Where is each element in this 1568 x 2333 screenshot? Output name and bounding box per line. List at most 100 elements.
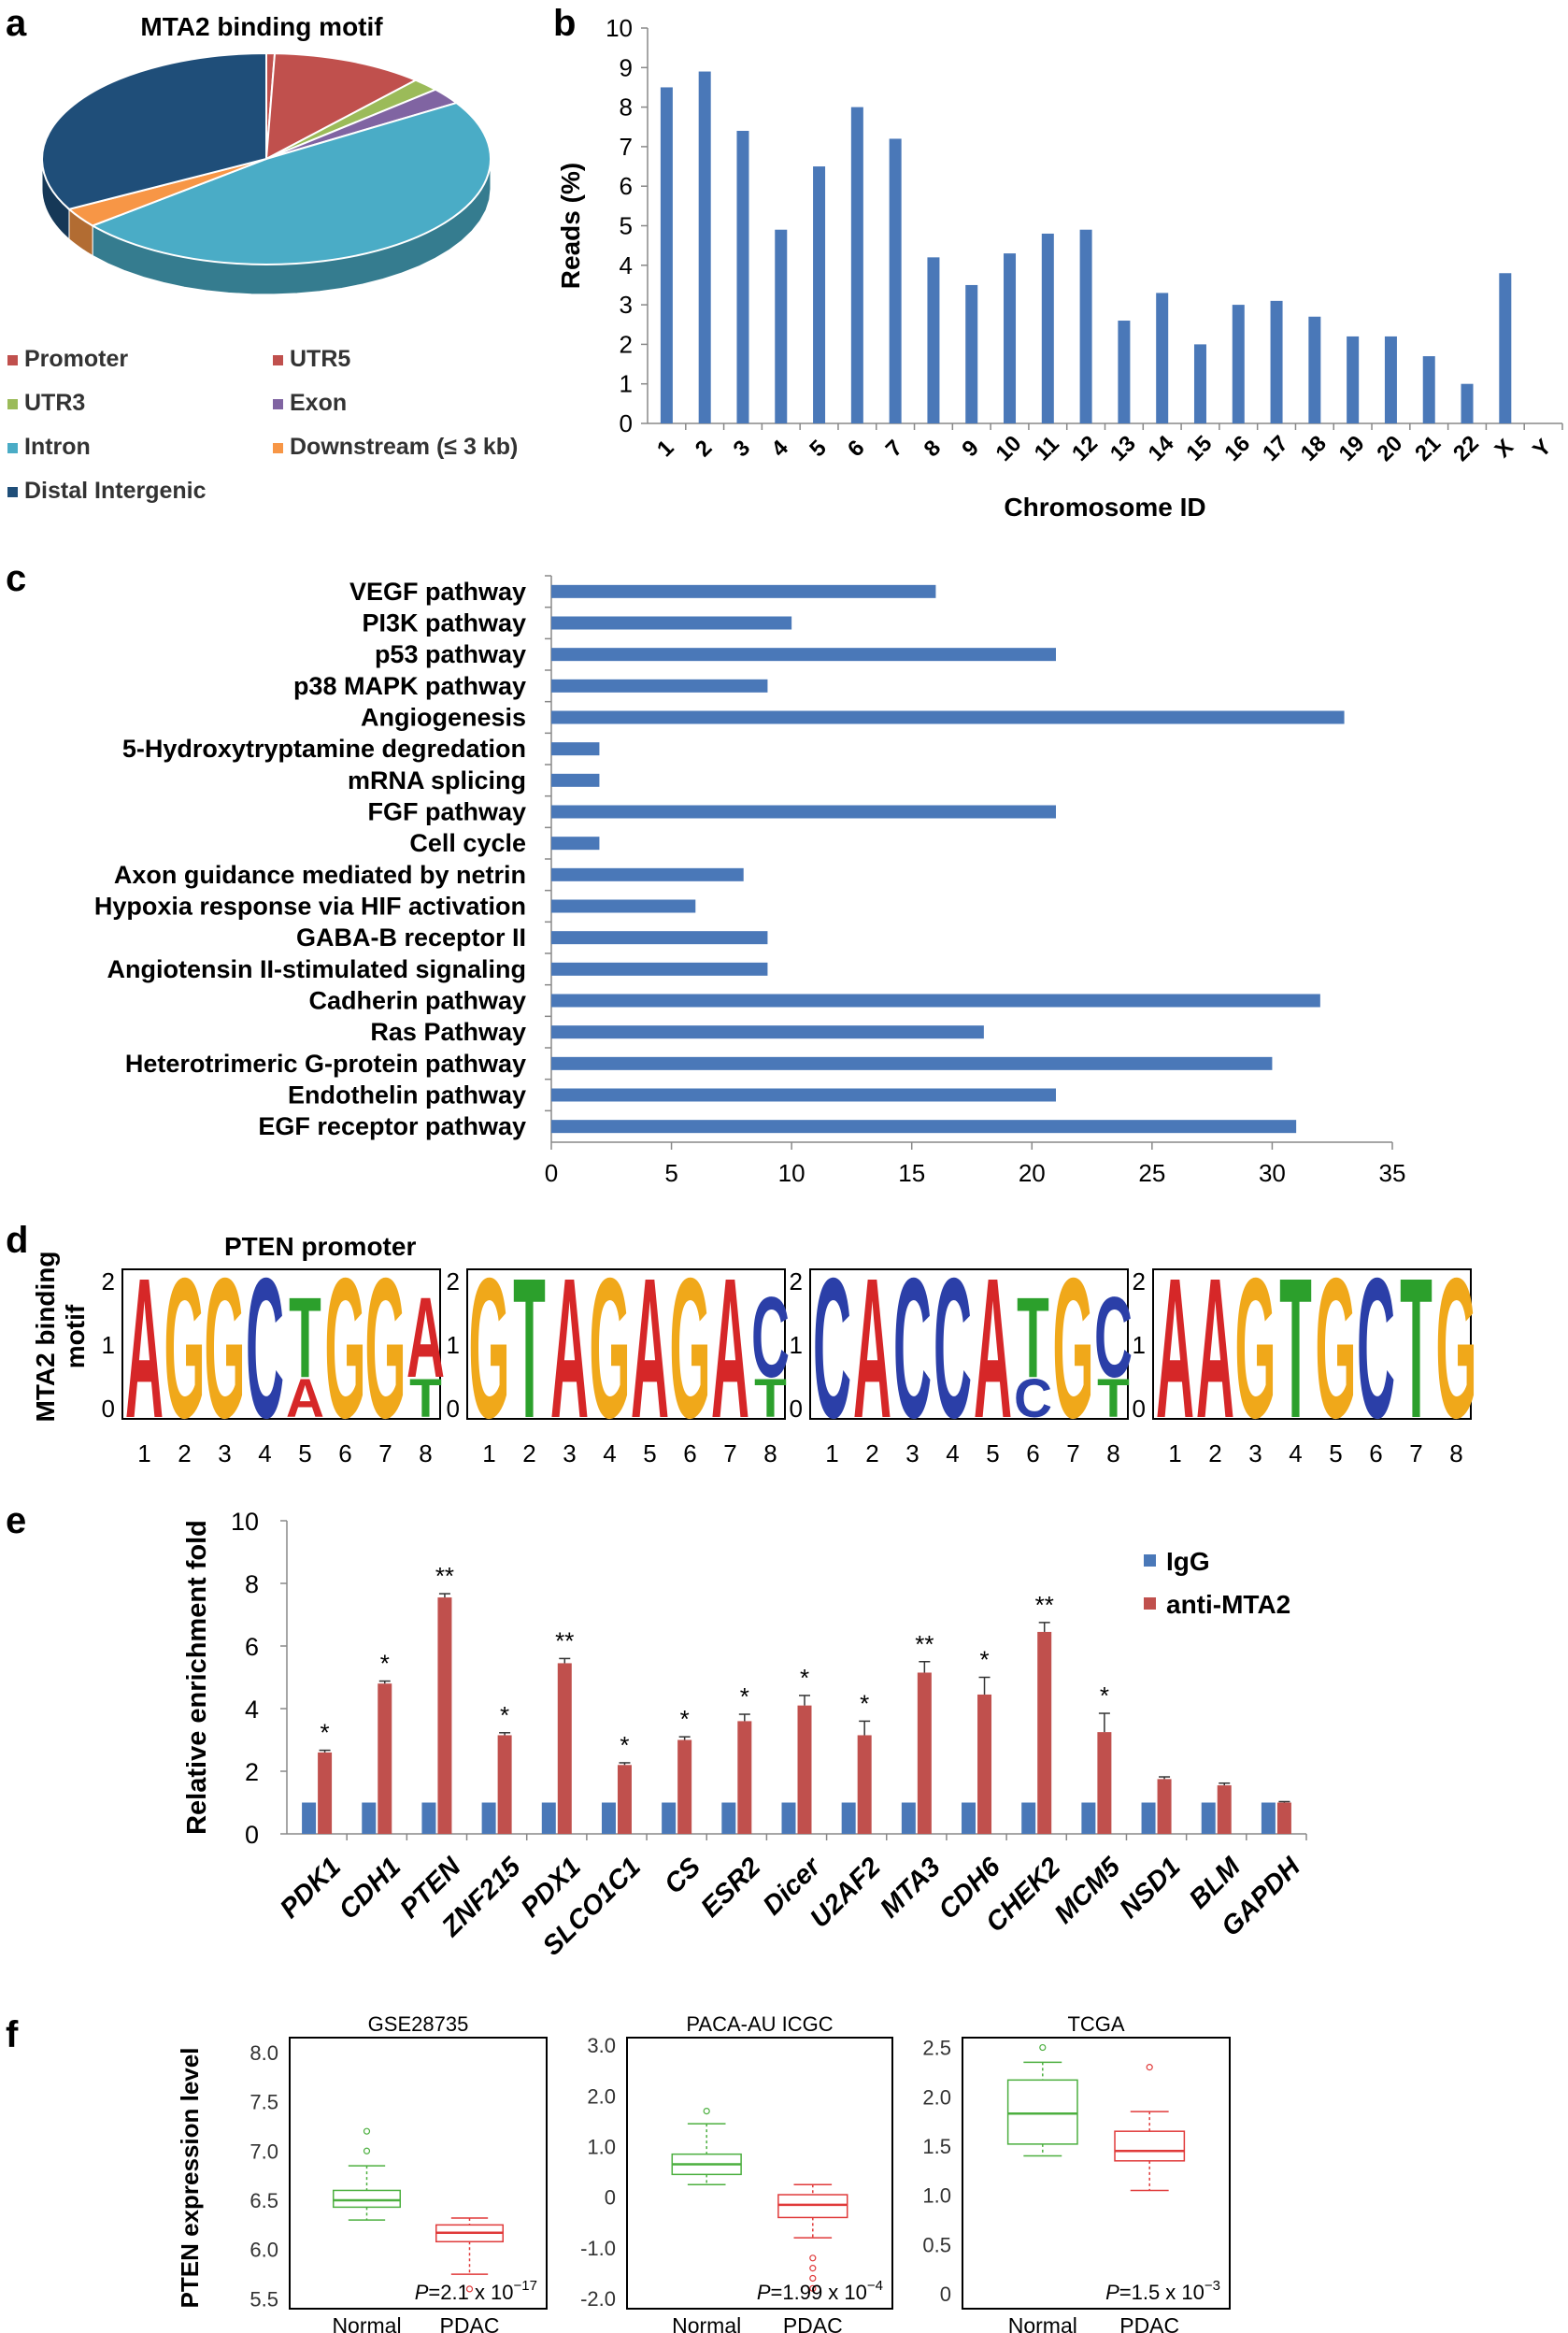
x-tick-label: 35: [1379, 1159, 1406, 1187]
bar-chr-1: [660, 87, 673, 423]
x-tick-label: 17: [1258, 431, 1293, 466]
gene-label: MCM5: [1048, 1852, 1127, 1930]
legend-label: Downstream (≤ 3 kb): [290, 434, 518, 460]
logo-ylabel-1: MTA2 binding: [31, 1252, 60, 1423]
y-tick-label: 6: [620, 172, 633, 200]
panel-label-c: c: [6, 558, 26, 599]
bar-angiotensin-ii-stimulated-signaling: [551, 962, 768, 976]
panel-label-a: a: [6, 3, 27, 44]
boxplot-ytick: 0.5: [922, 2233, 951, 2256]
category-label: Ras Pathway: [370, 1018, 526, 1046]
logo-ytick: 2: [102, 1267, 115, 1295]
bar-igg-ESR2: [721, 1802, 736, 1834]
outlier: [703, 2107, 710, 2115]
group-label: Normal: [332, 2313, 401, 2333]
bar-endothelin-pathway: [551, 1088, 1056, 1102]
pie-slice-distal-intergenic: [41, 51, 267, 210]
bar-anti-mta2-CDH6: [977, 1694, 992, 1834]
logo-position-label: 8: [763, 1439, 777, 1467]
bar-igg-SLCO1C1: [601, 1802, 616, 1834]
bar-chr-3: [736, 130, 749, 424]
logo-box-3: [809, 1268, 1129, 1420]
logo-position-label: 5: [298, 1439, 311, 1467]
boxplot-ytick: 1.0: [922, 2184, 951, 2208]
bar-igg-CDH1: [362, 1802, 377, 1834]
logo-letter-T: T: [1279, 1237, 1312, 1460]
logo-position-label: 3: [1248, 1439, 1262, 1467]
y-axis-title: Relative enrichment fold: [182, 1520, 212, 1835]
group-label: PDAC: [783, 2313, 843, 2333]
x-tick-label: 25: [1138, 1159, 1165, 1187]
bar-chr-14: [1156, 293, 1169, 423]
category-label: EGF receptor pathway: [258, 1112, 526, 1140]
x-tick-label: 11: [1030, 431, 1064, 465]
y-tick-label: 1: [620, 370, 633, 398]
x-tick-label: 10: [778, 1159, 805, 1187]
x-tick-label: 20: [1019, 1159, 1046, 1187]
y-tick-label: 8: [245, 1570, 259, 1598]
logo-letter-T: T: [1097, 1368, 1130, 1429]
bar-igg-Dicer: [781, 1802, 796, 1834]
bar-chr-13: [1118, 321, 1131, 423]
x-tick-label: 14: [1144, 430, 1179, 465]
bar-igg-PTEN: [421, 1802, 436, 1834]
y-tick-label: 8: [620, 93, 633, 122]
bar-mrna-splicing: [551, 773, 600, 787]
x-tick-label: 7: [881, 436, 908, 463]
bar-vegf-pathway: [551, 584, 936, 598]
gene-label: NSD1: [1114, 1852, 1186, 1924]
bar-chr-22: [1461, 383, 1474, 423]
y-tick-label: 2: [245, 1758, 259, 1786]
group-label: Normal: [672, 2313, 741, 2333]
logo-letter-T: T: [409, 1368, 442, 1429]
legend-label: Promoter: [24, 346, 128, 372]
bar-chr-10: [1004, 253, 1017, 423]
legend-swatch-0: [7, 355, 18, 365]
outlier: [809, 2265, 817, 2272]
x-tick-label: 20: [1372, 431, 1407, 466]
panel-c-hbar: 0 5 10 15 20 25 30 35 VEGF pathway PI3K pathway p5…: [94, 575, 1406, 1187]
logo-letter-A: A: [711, 1237, 749, 1460]
logo-position-label: 6: [1026, 1439, 1039, 1467]
x-tick-label: 9: [957, 436, 984, 463]
boxplot-ytick: 0: [940, 2283, 951, 2306]
bar-igg-CDH6: [962, 1802, 976, 1834]
y-tick-label: 7: [620, 133, 633, 161]
bar-igg-NSD1: [1141, 1802, 1156, 1834]
logo-letter-G: G: [669, 1237, 710, 1460]
outlier: [363, 2127, 371, 2135]
boxplot-ytick: 7.0: [249, 2140, 278, 2163]
logo-ytick: 0: [447, 1395, 460, 1423]
significance-marker: *: [740, 1682, 749, 1710]
logo-letter-G: G: [1234, 1237, 1276, 1460]
bar-anti-mta2-PDX1: [557, 1663, 572, 1834]
gene-label: ESR2: [695, 1852, 766, 1923]
legend-label: UTR5: [290, 346, 350, 372]
legend-label-anti-mta2: anti-MTA2: [1166, 1590, 1290, 1619]
logo-letter-A: A: [853, 1237, 891, 1460]
gene-label: CDH1: [334, 1852, 406, 1925]
x-tick-label: 12: [1067, 431, 1103, 466]
category-label: Hypoxia response via HIF activation: [94, 893, 526, 921]
bar-angiogenesis: [551, 710, 1345, 724]
y-tick-label: 0: [620, 409, 633, 437]
pie-title: MTA2 binding motif: [140, 12, 383, 41]
bar-fgf-pathway: [551, 805, 1056, 819]
logo-position-label: 2: [178, 1439, 191, 1467]
boxplot-ytick: 6.5: [249, 2189, 278, 2212]
significance-marker: *: [321, 1719, 330, 1747]
bar-igg-ZNF215: [481, 1802, 496, 1834]
logo-ytick: 2: [790, 1267, 803, 1295]
logo-position-label: 6: [1369, 1439, 1382, 1467]
bar-igg-CHEK2: [1021, 1802, 1036, 1834]
logo-letter-A: A: [1196, 1237, 1234, 1460]
outlier: [363, 2147, 371, 2154]
y-tick-label: 3: [620, 291, 633, 319]
pie-slice-utr5: [264, 52, 419, 161]
significance-marker: **: [1035, 1591, 1054, 1619]
y-tick-label: 5: [620, 212, 633, 240]
y-tick-label: 6: [245, 1633, 259, 1661]
logo-position-label: 6: [338, 1439, 351, 1467]
